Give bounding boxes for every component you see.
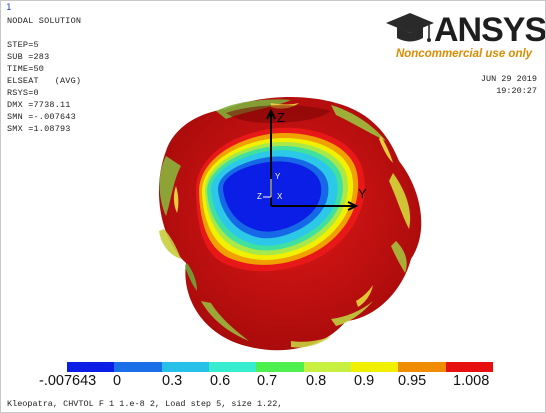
info-time: TIME=50 bbox=[7, 64, 45, 74]
local-axis-x-label: X bbox=[277, 192, 283, 201]
time-label: 19:20:27 bbox=[496, 86, 537, 96]
contour-face bbox=[195, 127, 365, 272]
global-axis-z-label: Z bbox=[277, 110, 285, 125]
noncommercial-watermark: Noncommercial use only bbox=[395, 48, 533, 60]
info-title: NODAL SOLUTION bbox=[7, 16, 82, 26]
graduation-cap-icon bbox=[386, 13, 434, 42]
legend-label-7: 0.9 bbox=[354, 373, 375, 389]
info-result: ELSEAT (AVG) bbox=[7, 76, 82, 86]
legend-band-6 bbox=[303, 362, 351, 372]
local-triad bbox=[263, 179, 272, 198]
info-dmx: DMX =7738.11 bbox=[7, 100, 71, 110]
legend-band-4 bbox=[208, 362, 257, 372]
legend-label-3: 0.3 bbox=[162, 373, 183, 389]
info-smx: SMX =1.08793 bbox=[7, 124, 71, 134]
legend-band-3 bbox=[161, 362, 209, 372]
info-step: STEP=5 bbox=[7, 40, 39, 50]
info-smn: SMN =-.007643 bbox=[7, 112, 76, 122]
legend-label-5: 0.7 bbox=[257, 373, 278, 389]
window-number: 1 bbox=[6, 3, 12, 13]
legend-band-1 bbox=[67, 362, 115, 372]
legend-band-7 bbox=[350, 362, 399, 372]
legend-label-4: 0.6 bbox=[210, 373, 231, 389]
color-legend-bar bbox=[67, 362, 493, 372]
legend-band-8 bbox=[398, 362, 446, 372]
ansys-logo: ANSYS bbox=[434, 11, 546, 49]
legend-label-min: -.007643 bbox=[39, 373, 97, 389]
date-label: JUN 29 2019 bbox=[480, 74, 537, 84]
info-rsys: RSYS=0 bbox=[7, 88, 39, 98]
info-sub: SUB =283 bbox=[7, 52, 50, 62]
legend-band-2 bbox=[114, 362, 162, 372]
local-axis-z-label: Z bbox=[257, 192, 262, 201]
legend-label-8: 0.95 bbox=[398, 373, 427, 389]
legend-label-max: 1.008 bbox=[453, 373, 490, 389]
legend-band-5 bbox=[256, 362, 304, 372]
legend-label-2: 0 bbox=[113, 373, 122, 389]
local-axis-y-label: Y bbox=[275, 172, 281, 181]
legend-label-6: 0.8 bbox=[306, 373, 327, 389]
footer-caption: Kleopatra, CHVTOL F 1 1.e-8 2, Load step… bbox=[7, 399, 283, 409]
global-axis-y-label: Y bbox=[358, 186, 367, 201]
legend-band-9 bbox=[445, 362, 493, 372]
